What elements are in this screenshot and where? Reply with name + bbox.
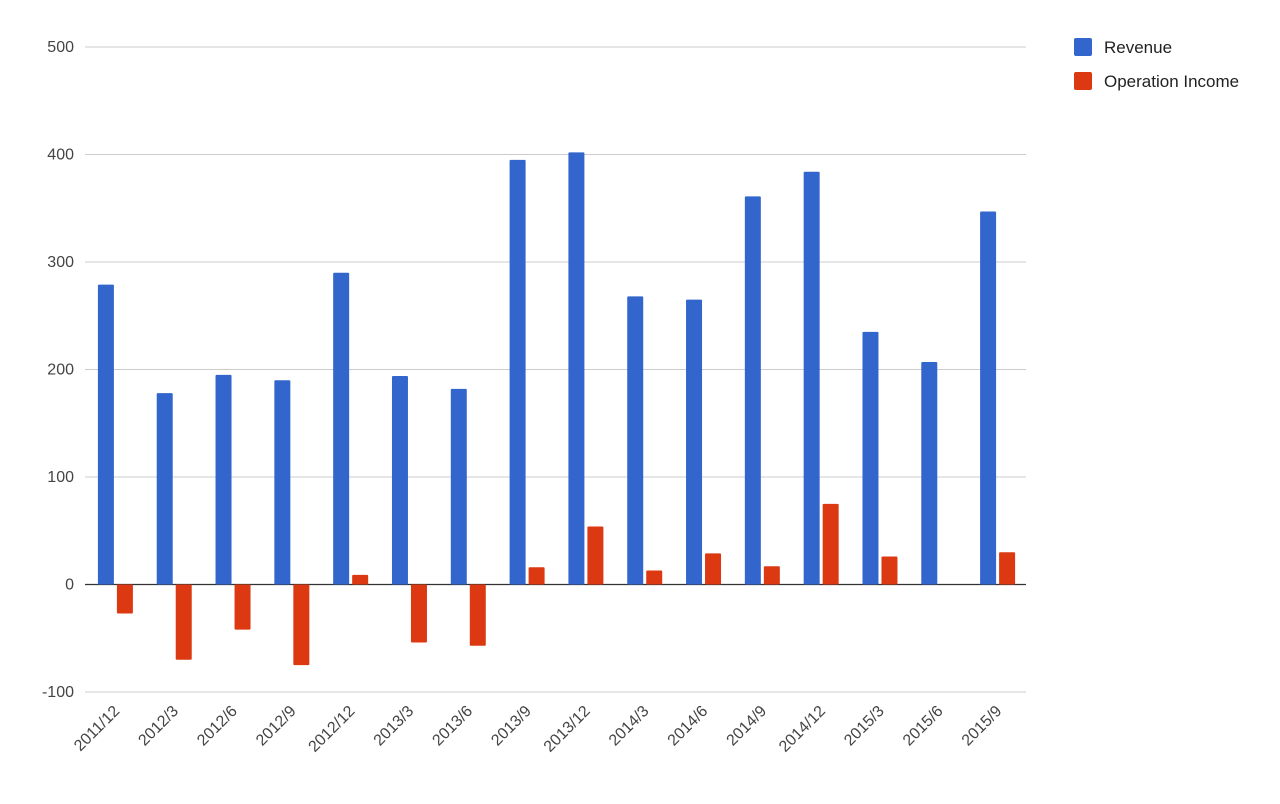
- x-tick-label: 2014/6: [665, 703, 712, 750]
- bar-revenue-2015-6[interactable]: [921, 361, 938, 585]
- bar-operation-income-2013-6[interactable]: [469, 584, 486, 646]
- bar-operation-income-2012-9[interactable]: [293, 584, 310, 666]
- bar-revenue-2012-9[interactable]: [274, 380, 291, 585]
- bar-revenue-2014-6[interactable]: [686, 299, 703, 585]
- legend: Revenue Operation Income: [1074, 38, 1239, 91]
- bar-operation-income-2013-12[interactable]: [587, 526, 604, 585]
- x-tick-label: 2015/6: [900, 703, 947, 750]
- legend-swatch-operation-income: [1074, 72, 1092, 90]
- y-tick-label: 400: [47, 147, 74, 164]
- bar-operation-income-2013-9[interactable]: [528, 567, 545, 585]
- y-tick-label: 200: [47, 362, 74, 379]
- bars: [97, 152, 1016, 666]
- x-tick-label: 2012/3: [135, 703, 182, 750]
- bar-revenue-2012-6[interactable]: [215, 374, 232, 585]
- bar-revenue-2012-3[interactable]: [156, 393, 173, 585]
- bar-revenue-2012-12[interactable]: [333, 272, 350, 585]
- bar-revenue-2015-3[interactable]: [862, 331, 879, 585]
- x-tick-label: 2013/3: [371, 703, 418, 750]
- bar-revenue-2013-9[interactable]: [509, 159, 526, 585]
- legend-label-operation-income: Operation Income: [1104, 72, 1239, 91]
- bar-revenue-2013-3[interactable]: [391, 375, 408, 585]
- bar-operation-income-2012-3[interactable]: [175, 584, 192, 660]
- x-tick-label: 2012/6: [194, 703, 241, 750]
- bar-revenue-2014-12[interactable]: [803, 171, 820, 585]
- x-tick-label: 2013/12: [541, 703, 594, 756]
- y-tick-label: -100: [42, 684, 74, 701]
- bar-operation-income-2015-9[interactable]: [999, 552, 1016, 585]
- x-tick-label: 2014/3: [606, 703, 653, 750]
- x-tick-label: 2011/12: [71, 703, 123, 755]
- y-tick-label: 500: [47, 39, 74, 56]
- x-tick-label: 2015/9: [959, 703, 1006, 750]
- x-tick-label: 2014/9: [724, 703, 771, 750]
- x-tick-label: 2013/9: [488, 703, 535, 750]
- x-tick-label: 2013/6: [429, 703, 476, 750]
- bar-operation-income-2012-6[interactable]: [234, 584, 251, 630]
- bar-revenue-2014-9[interactable]: [744, 196, 761, 585]
- y-tick-label: 300: [47, 254, 74, 271]
- bar-operation-income-2015-3[interactable]: [881, 556, 898, 585]
- bar-operation-income-2014-6[interactable]: [705, 553, 722, 585]
- bar-revenue-2015-9[interactable]: [980, 211, 997, 585]
- y-tick-label: 0: [65, 577, 74, 594]
- bar-operation-income-2014-3[interactable]: [646, 570, 663, 585]
- bar-revenue-2013-6[interactable]: [450, 388, 467, 585]
- bar-operation-income-2014-9[interactable]: [763, 566, 780, 585]
- legend-swatch-revenue: [1074, 38, 1092, 56]
- bar-operation-income-2012-12[interactable]: [352, 574, 369, 585]
- gridlines: [85, 46, 1026, 693]
- x-tick-label: 2015/3: [841, 703, 888, 750]
- bar-operation-income-2013-3[interactable]: [410, 584, 427, 643]
- y-tick-label: 100: [47, 469, 74, 486]
- bar-operation-income-2014-12[interactable]: [822, 503, 839, 585]
- bar-revenue-2013-12[interactable]: [568, 152, 585, 585]
- x-tick-label: 2012/9: [253, 703, 300, 750]
- bar-revenue-2011-12[interactable]: [97, 284, 114, 585]
- x-tick-label: 2012/12: [306, 703, 359, 756]
- bar-revenue-2014-3[interactable]: [627, 296, 644, 585]
- x-tick-label: 2014/12: [776, 703, 829, 756]
- bar-operation-income-2011-12[interactable]: [116, 584, 133, 614]
- legend-label-revenue: Revenue: [1104, 38, 1172, 57]
